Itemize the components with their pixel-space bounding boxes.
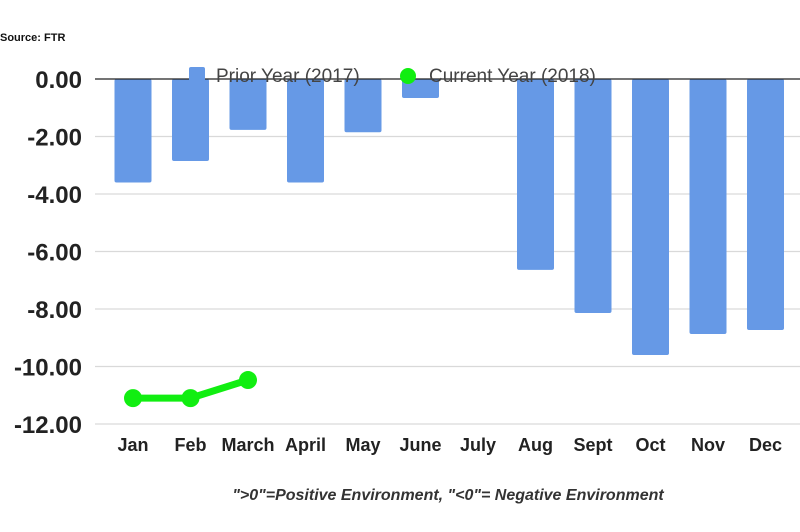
y-tick-label: -6.00: [27, 240, 82, 267]
current-year-line: [124, 371, 257, 408]
x-tick-label: Oct: [635, 435, 665, 455]
legend-swatch-prior: [189, 67, 205, 86]
current-year-point: [239, 371, 257, 390]
y-tick-label: -10.00: [14, 355, 82, 382]
footnote: ">0"=Positive Environment, "<0"= Negativ…: [232, 487, 664, 504]
current-year-point: [124, 389, 142, 408]
bar-june: [402, 79, 439, 98]
x-tick-label: Feb: [174, 435, 206, 455]
x-tick-label: Nov: [691, 435, 725, 455]
gridlines: [95, 135, 800, 425]
x-tick-label: Dec: [749, 435, 782, 455]
x-tick-label: March: [221, 435, 274, 455]
x-tick-label: June: [399, 435, 441, 455]
prior-year-bars: [114, 79, 784, 355]
bar-april: [287, 79, 324, 183]
x-tick-label: Aug: [518, 435, 553, 455]
y-tick-label: -4.00: [27, 182, 82, 209]
bar-nov: [689, 79, 727, 335]
bar-feb: [172, 79, 209, 161]
x-tick-label: April: [285, 435, 326, 455]
x-axis-ticks: Jan Feb March April May June July Aug Sept Oct Nov…: [117, 435, 782, 455]
legend: Prior Year (2017) Current Year (2018): [189, 66, 596, 87]
bar-jan: [114, 79, 152, 183]
y-tick-label: 0.00: [35, 67, 82, 94]
bar-dec: [747, 79, 784, 330]
legend-swatch-current: [400, 68, 416, 84]
y-tick-label: -2.00: [27, 125, 82, 152]
x-tick-label: July: [460, 435, 496, 455]
legend-label-current: Current Year (2018): [429, 66, 596, 87]
y-axis-ticks: 0.00 -2.00 -4.00 -6.00 -8.00 -10.00 -12.00: [14, 67, 82, 439]
bar-oct: [632, 79, 669, 355]
bar-sept: [574, 79, 612, 314]
legend-label-prior: Prior Year (2017): [216, 66, 360, 87]
current-year-point: [181, 389, 200, 408]
x-tick-label: May: [345, 435, 380, 455]
bar-march: [229, 79, 267, 130]
bar-may: [344, 79, 382, 133]
x-tick-label: Sept: [573, 435, 612, 455]
bar-aug: [517, 79, 554, 270]
y-tick-label: -12.00: [14, 412, 82, 439]
y-tick-label: -8.00: [27, 297, 82, 324]
x-tick-label: Jan: [117, 435, 148, 455]
source-label: Source: FTR: [0, 32, 65, 44]
